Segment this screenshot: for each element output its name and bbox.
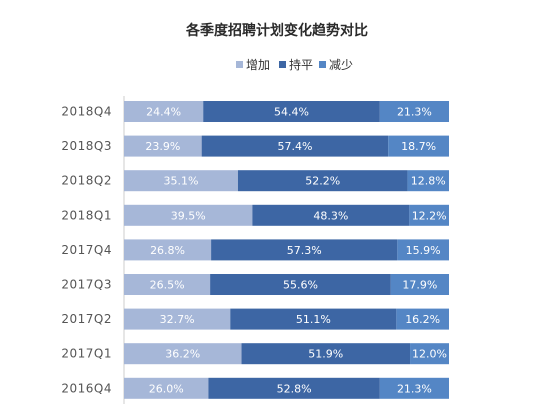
data-label: 21.3% bbox=[397, 106, 432, 119]
bar-segment-3 bbox=[409, 204, 449, 226]
data-label: 55.6% bbox=[283, 279, 318, 292]
data-label: 52.2% bbox=[305, 175, 340, 188]
bar-segment-1 bbox=[124, 170, 238, 192]
category-label: 2018Q4 bbox=[61, 105, 112, 119]
data-label: 36.2% bbox=[165, 348, 200, 361]
bar-segment-2 bbox=[237, 170, 408, 192]
category-label: 2018Q2 bbox=[61, 174, 112, 188]
bar-segment-1 bbox=[124, 308, 231, 330]
bar-segment-1 bbox=[124, 274, 211, 295]
bar-segment-3 bbox=[379, 101, 449, 122]
data-label: 54.4% bbox=[274, 106, 309, 119]
category-label: 2017Q4 bbox=[61, 243, 112, 257]
legend-label-3: 减少 bbox=[329, 58, 353, 72]
bar-segment-3 bbox=[388, 135, 449, 157]
bar-segment-3 bbox=[396, 308, 449, 330]
data-label: 18.7% bbox=[401, 140, 436, 153]
data-label: 23.9% bbox=[145, 140, 180, 153]
bars-group: 2018Q4 24.4% 54.4% 21.3% 2018Q3 23.9% 57.4% 18.… bbox=[61, 101, 449, 399]
category-label: 2017Q1 bbox=[61, 347, 112, 361]
data-label: 16.2% bbox=[405, 313, 440, 326]
bar-segment-2 bbox=[210, 274, 391, 295]
category-label: 2016Q4 bbox=[61, 381, 112, 395]
bar-segment-3 bbox=[410, 343, 449, 365]
bar-segment-1 bbox=[124, 239, 212, 261]
data-label: 12.2% bbox=[412, 209, 447, 222]
bar-segment-2 bbox=[211, 239, 398, 261]
category-label: 2018Q3 bbox=[61, 139, 112, 153]
bar-segment-2 bbox=[203, 101, 380, 122]
legend-label-1: 增加 bbox=[246, 58, 270, 72]
data-label: 32.7% bbox=[160, 313, 195, 326]
bar-segment-2 bbox=[252, 204, 410, 226]
data-label: 51.1% bbox=[296, 313, 331, 326]
bar-segment-2 bbox=[201, 135, 389, 157]
chart-legend: 增加 持平 减少 bbox=[236, 57, 353, 72]
bar-segment-3 bbox=[390, 274, 449, 295]
legend-label-2: 持平 bbox=[289, 57, 313, 72]
bar-segment-2 bbox=[241, 343, 411, 365]
data-label: 26.8% bbox=[150, 244, 185, 257]
legend-swatch-3 bbox=[319, 61, 326, 68]
bar-segment-3 bbox=[407, 170, 449, 192]
data-label: 17.9% bbox=[402, 279, 437, 292]
data-label: 48.3% bbox=[313, 209, 348, 222]
data-label: 26.5% bbox=[150, 279, 185, 292]
data-label: 12.8% bbox=[411, 175, 446, 188]
data-label: 12.0% bbox=[412, 348, 447, 361]
bar-segment-3 bbox=[379, 377, 449, 399]
bar-segment-1 bbox=[124, 377, 209, 399]
chart-title: 各季度招聘计划变化趋势对比 bbox=[185, 22, 368, 39]
bar-segment-1 bbox=[124, 343, 242, 365]
category-label: 2018Q1 bbox=[61, 208, 112, 222]
data-label: 35.1% bbox=[164, 175, 199, 188]
legend-swatch-2 bbox=[279, 61, 286, 68]
category-label: 2017Q2 bbox=[61, 312, 112, 326]
bar-segment-2 bbox=[230, 308, 397, 330]
data-label: 57.4% bbox=[277, 140, 312, 153]
bar-segment-1 bbox=[124, 204, 253, 226]
data-label: 57.3% bbox=[287, 244, 322, 257]
bar-segment-1 bbox=[124, 135, 202, 157]
bar-segment-2 bbox=[208, 377, 380, 399]
category-label: 2017Q3 bbox=[61, 278, 112, 292]
data-label: 15.9% bbox=[406, 244, 441, 257]
data-label: 51.9% bbox=[308, 348, 343, 361]
data-label: 26.0% bbox=[149, 382, 184, 395]
data-label: 21.3% bbox=[397, 382, 432, 395]
data-label: 52.8% bbox=[277, 382, 312, 395]
data-label: 39.5% bbox=[171, 209, 206, 222]
bar-segment-1 bbox=[124, 101, 204, 122]
legend-swatch-1 bbox=[236, 61, 243, 68]
data-label: 24.4% bbox=[146, 106, 181, 119]
bar-segment-3 bbox=[397, 239, 449, 261]
